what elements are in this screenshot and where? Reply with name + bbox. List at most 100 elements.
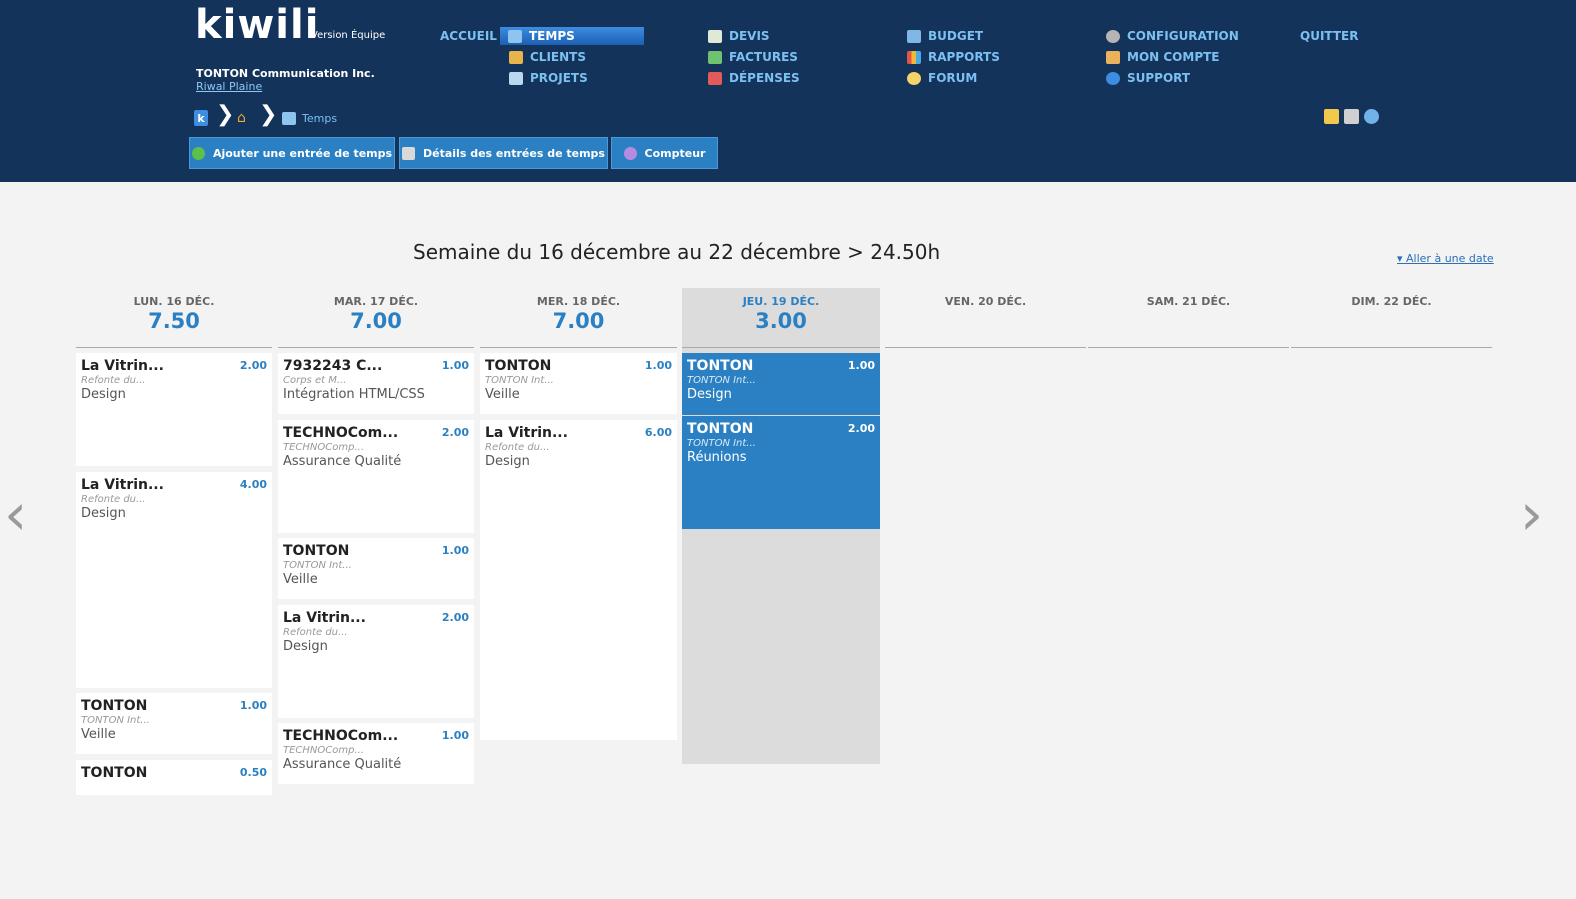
time-entry-card[interactable]: TONTON TONTON Int... Veille 1.00 xyxy=(278,538,474,599)
add-time-entry-button[interactable]: Ajouter une entrée de temps xyxy=(189,137,395,169)
entry-task: Assurance Qualité xyxy=(283,757,402,772)
breadcrumb-chevron-icon: ❯ xyxy=(216,101,235,127)
nav-clients[interactable]: CLIENTS xyxy=(509,48,586,66)
day-column[interactable]: MAR. 17 déc. 7.00 7932243 C... Corps et M..… xyxy=(278,288,474,784)
breadcrumb-label: Temps xyxy=(302,111,338,125)
day-header: VEN. 20 déc. xyxy=(885,288,1086,348)
entry-hours: 2.00 xyxy=(847,422,875,435)
sitemap-icon xyxy=(509,71,523,85)
user-help-icon[interactable] xyxy=(1364,109,1379,124)
entry-hours: 1.00 xyxy=(441,544,469,557)
entry-task: Design xyxy=(283,639,328,654)
day-name: LUN. 16 déc. xyxy=(133,295,215,308)
entry-client: TECHNOCom... xyxy=(283,728,399,744)
entry-client: TONTON xyxy=(687,358,754,374)
nav-label: CONFIGURATION xyxy=(1127,29,1239,43)
day-column[interactable]: VEN. 20 déc. xyxy=(885,288,1086,348)
nav-label: FORUM xyxy=(928,71,978,85)
nav-label: SUPPORT xyxy=(1127,71,1191,85)
time-entry-card[interactable]: TECHNOCom... TECHNOComp... Assurance Quali… xyxy=(278,420,474,533)
nav-label: PROJETS xyxy=(530,71,588,85)
nav-configuration[interactable]: CONFIGURATION xyxy=(1106,27,1239,45)
entry-project: TONTON Int... xyxy=(81,715,150,726)
entry-hours: 1.00 xyxy=(239,699,267,712)
print-icon[interactable] xyxy=(1344,109,1359,124)
nav-label: DÉPENSES xyxy=(729,71,800,85)
counter-button[interactable]: Compteur xyxy=(611,137,718,169)
nav-mon-compte[interactable]: MON COMPTE xyxy=(1106,48,1220,66)
document-icon xyxy=(708,29,722,43)
time-entry-card[interactable]: La Vitrin... Refonte du... Design 6.00 xyxy=(480,420,677,740)
day-column[interactable]: DIM. 22 déc. xyxy=(1291,288,1492,348)
user-link[interactable]: Riwal Plaine xyxy=(196,80,263,93)
day-header: MER. 18 déc. 7.00 xyxy=(480,288,677,348)
entry-hours: 4.00 xyxy=(239,478,267,491)
nav-label: FACTURES xyxy=(729,50,798,64)
entry-task: Intégration HTML/CSS xyxy=(283,387,425,402)
entry-project: TECHNOComp... xyxy=(283,442,365,453)
nav-quitter[interactable]: QUITTER xyxy=(1300,27,1359,45)
nav-depenses[interactable]: DÉPENSES xyxy=(708,69,800,87)
day-column[interactable]: LUN. 16 déc. 7.50 La Vitrin... Refonte du..… xyxy=(76,288,272,795)
home-icon[interactable]: ⌂ xyxy=(237,110,246,126)
goto-date-link[interactable]: ▾ Aller à une date xyxy=(1397,252,1494,265)
breadcrumb-chevron-icon: ❯ xyxy=(259,101,278,127)
day-column[interactable]: JEU. 19 déc. 3.00 TONTON TONTON Int... Desig… xyxy=(682,288,880,764)
nav-devis[interactable]: DEVIS xyxy=(708,27,770,45)
time-entry-card[interactable]: TONTON TONTON Int... Veille 1.00 xyxy=(76,693,272,754)
time-entry-card[interactable]: TONTON 0.50 xyxy=(76,760,272,795)
entry-client: La Vitrin... xyxy=(81,477,164,493)
time-entry-card[interactable]: TONTON TONTON Int... Design 1.00 xyxy=(682,353,880,415)
time-entry-card[interactable]: La Vitrin... Refonte du... Design 4.00 xyxy=(76,472,272,688)
nav-label: DEVIS xyxy=(729,29,770,43)
next-week-arrow-icon[interactable]: › xyxy=(1520,480,1544,548)
table-icon xyxy=(907,29,921,43)
time-entry-details-button[interactable]: Détails des entrées de temps xyxy=(399,137,608,169)
day-name: JEU. 19 déc. xyxy=(742,295,820,308)
time-entry-card[interactable]: TECHNOCom... TECHNOComp... Assurance Quali… xyxy=(278,723,474,784)
day-column[interactable]: SAM. 21 déc. xyxy=(1088,288,1289,348)
time-entry-card[interactable]: La Vitrin... Refonte du... Design 2.00 xyxy=(278,605,474,718)
day-name: DIM. 22 déc. xyxy=(1351,295,1432,308)
user-edit-icon xyxy=(1106,50,1120,64)
day-total: 3.00 xyxy=(755,309,807,333)
nav-projets[interactable]: PROJETS xyxy=(509,69,588,87)
info-icon xyxy=(1106,71,1120,85)
nav-label: BUDGET xyxy=(928,29,984,43)
entry-task: Veille xyxy=(81,727,116,742)
day-column[interactable]: MER. 18 déc. 7.00 TONTON TONTON Int... Veill… xyxy=(480,288,677,740)
invoice-icon xyxy=(708,50,722,64)
page-tools xyxy=(1324,109,1379,124)
nav-accueil[interactable]: ACCUEIL xyxy=(440,27,497,45)
kiwili-logo[interactable]: kiwili xyxy=(195,2,320,48)
entry-hours: 1.00 xyxy=(441,729,469,742)
entry-hours: 0.50 xyxy=(239,766,267,779)
nav-rapports[interactable]: RAPPORTS xyxy=(907,48,1000,66)
sticky-note-icon[interactable] xyxy=(1324,109,1339,124)
nav-factures[interactable]: FACTURES xyxy=(708,48,798,66)
nav-support[interactable]: SUPPORT xyxy=(1106,69,1190,87)
time-entry-card[interactable]: TONTON TONTON Int... Réunions 2.00 xyxy=(682,416,880,529)
entry-task: Veille xyxy=(485,387,520,402)
time-entry-card[interactable]: TONTON TONTON Int... Veille 1.00 xyxy=(480,353,677,414)
details-icon xyxy=(402,146,416,160)
breadcrumb-current[interactable]: Temps xyxy=(282,109,337,127)
button-label: Compteur xyxy=(644,146,706,160)
entry-project: Refonte du... xyxy=(283,627,348,638)
calendar-icon xyxy=(508,29,522,43)
day-name: SAM. 21 déc. xyxy=(1146,295,1231,308)
nav-forum[interactable]: FORUM xyxy=(907,69,977,87)
button-label: Détails des entrées de temps xyxy=(423,146,605,160)
nav-budget[interactable]: BUDGET xyxy=(907,27,983,45)
time-entry-card[interactable]: 7932243 C... Corps et M... Intégration HTM… xyxy=(278,353,474,414)
entry-client: TONTON xyxy=(81,765,148,781)
entry-task: Design xyxy=(687,387,732,402)
entry-client: TONTON xyxy=(485,358,552,374)
previous-week-arrow-icon[interactable]: ‹ xyxy=(4,480,28,548)
time-entry-card[interactable]: La Vitrin... Refonte du... Design 2.00 xyxy=(76,353,272,466)
breadcrumb-kiwili-icon[interactable]: k xyxy=(194,110,208,126)
day-total: 7.50 xyxy=(148,309,200,333)
entry-project: Refonte du... xyxy=(81,494,146,505)
nav-temps[interactable]: TEMPS xyxy=(500,27,644,45)
entry-task: Assurance Qualité xyxy=(283,454,402,469)
